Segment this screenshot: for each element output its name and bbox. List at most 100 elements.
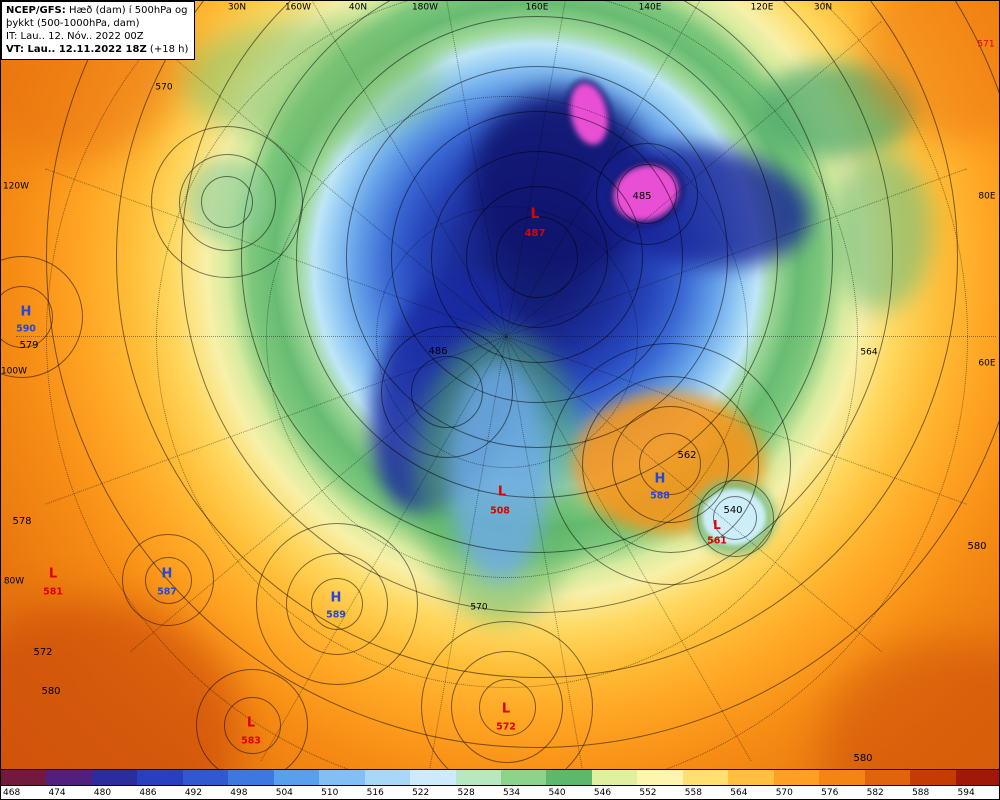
map-label: 578 [12, 516, 32, 527]
colorbar-value-label: 534 [502, 788, 521, 798]
colorbar-value-label: 522 [412, 788, 430, 798]
colorbar-value-label: 516 [366, 788, 384, 798]
map-label: 508 [490, 505, 510, 517]
map-label: 80W [3, 576, 25, 587]
colorbar-value-label: 468 [3, 788, 21, 798]
title-box: NCEP/GFS: Hæð (dam) í 500hPa og þykkt (5… [1, 1, 196, 60]
init-time: IT: Lau.. 12. Nóv.. 2022 00Z [6, 31, 144, 42]
colorbar-swatch-480 [91, 770, 138, 785]
colorbar-swatch-492 [182, 770, 229, 785]
map-label: 588 [650, 490, 670, 502]
high-center-marker: H [654, 471, 666, 487]
contour-ring [381, 326, 513, 458]
colorbar-swatch-522 [410, 770, 456, 785]
colorbar-swatch-582 [864, 770, 911, 785]
map-label: 589 [326, 609, 346, 621]
map-label: 40N [348, 2, 368, 13]
colorbar-value-label: 570 [775, 788, 793, 798]
map-label: 30N [227, 2, 247, 13]
map-label: 572 [33, 647, 53, 658]
map-label: 570 [155, 82, 173, 93]
map-label: 579 [19, 340, 39, 351]
colorbar-swatch-552 [637, 770, 683, 785]
map-label: 160W [284, 2, 312, 13]
colorbar-swatch-468 [1, 770, 47, 785]
map-label: 160E [525, 2, 549, 13]
contour-ring [196, 669, 308, 769]
high-center-marker: H [330, 590, 342, 606]
map-label: 564 [860, 347, 878, 358]
map-label: 587 [157, 586, 177, 598]
map-label: 485 [632, 191, 652, 202]
high-center-marker: H [20, 304, 32, 320]
model-name: NCEP/GFS: [6, 5, 66, 16]
title-line-2: þykkt (500-1000hPa, dam) [6, 18, 140, 29]
colorbar-swatch-588 [910, 770, 956, 785]
map-label: 580 [41, 686, 61, 697]
colorbar-swatch-594 [955, 770, 999, 785]
low-center-marker: L [497, 484, 507, 500]
low-center-marker: L [246, 715, 256, 731]
high-center-marker: H [161, 566, 173, 582]
colorbar-swatch-540 [546, 770, 592, 785]
map-label: 120E [750, 2, 774, 13]
map-label: 580 [967, 541, 987, 552]
colorbar-value-label: 528 [457, 788, 475, 798]
colorbar-value-label: 510 [321, 788, 339, 798]
thickness-shade [821, 641, 999, 769]
colorbar-swatch-570 [773, 770, 820, 785]
colorbar-value-label: 588 [912, 788, 930, 798]
colorbar-swatch-564 [728, 770, 774, 785]
colorbar-value-label: 540 [548, 788, 566, 798]
contour-ring [696, 479, 774, 557]
map-label: 583 [241, 735, 261, 747]
map-label: 570 [470, 602, 488, 613]
low-center-marker: L [48, 566, 58, 582]
colorbar-swatch-510 [319, 770, 365, 785]
colorbar: 468 474 480 486 492 498 504 510 516 522 528 534 540 5… [1, 769, 999, 799]
map-label: 120W [2, 181, 30, 192]
low-center-marker: L [501, 701, 511, 717]
colorbar-swatch-474 [46, 770, 92, 785]
colorbar-value-label: 498 [230, 788, 248, 798]
valid-time: VT: Lau.. 12.11.2022 18Z (+18 h) [6, 44, 189, 55]
map-label: 486 [428, 346, 448, 357]
colorbar-swatch-528 [455, 770, 501, 785]
colorbar-labels: 468 474 480 486 492 498 504 510 516 522 528 534 540 5… [1, 786, 999, 799]
colorbar-swatch-516 [364, 770, 411, 785]
colorbar-swatch-534 [500, 770, 547, 785]
title-line-1: NCEP/GFS: Hæð (dam) í 500hPa og [6, 5, 188, 16]
contour-ring [122, 534, 214, 626]
low-center-marker: L [713, 518, 721, 532]
map-label: 80E [978, 191, 996, 202]
colorbar-swatch-576 [819, 770, 865, 785]
colorbar-swatch-558 [682, 770, 729, 785]
contour-ring [256, 523, 418, 685]
colorbar-value-label: 474 [48, 788, 66, 798]
map-label: 30N [813, 2, 833, 13]
colorbar-value-label: 594 [957, 788, 975, 798]
map-canvas: 30N 160W 40N 180W 160E 140E 120E 30N 571 80E 60E 58… [1, 1, 999, 769]
map-label: 562 [677, 450, 697, 461]
colorbar-value-label: 492 [184, 788, 202, 798]
map-label: 581 [43, 586, 63, 598]
colorbar-value-label: 480 [93, 788, 112, 798]
colorbar-swatches [1, 769, 999, 786]
colorbar-swatch-486 [137, 770, 183, 785]
colorbar-value-label: 576 [821, 788, 839, 798]
contour-ring [151, 126, 303, 278]
map-label: 100W [1, 366, 28, 377]
map-label: 487 [524, 228, 546, 239]
map-label: 590 [16, 323, 36, 335]
map-label: 580 [853, 753, 873, 764]
map-label: 60E [978, 358, 996, 369]
map-label: 140E [638, 2, 662, 13]
map-label: 180W [411, 2, 439, 13]
colorbar-value-label: 564 [730, 788, 748, 798]
contour-ring [549, 343, 791, 585]
colorbar-value-label: 582 [866, 788, 884, 798]
contour-ring [596, 143, 698, 245]
colorbar-swatch-504 [273, 770, 320, 785]
map-label: 572 [496, 721, 516, 733]
colorbar-value-label: 552 [639, 788, 657, 798]
